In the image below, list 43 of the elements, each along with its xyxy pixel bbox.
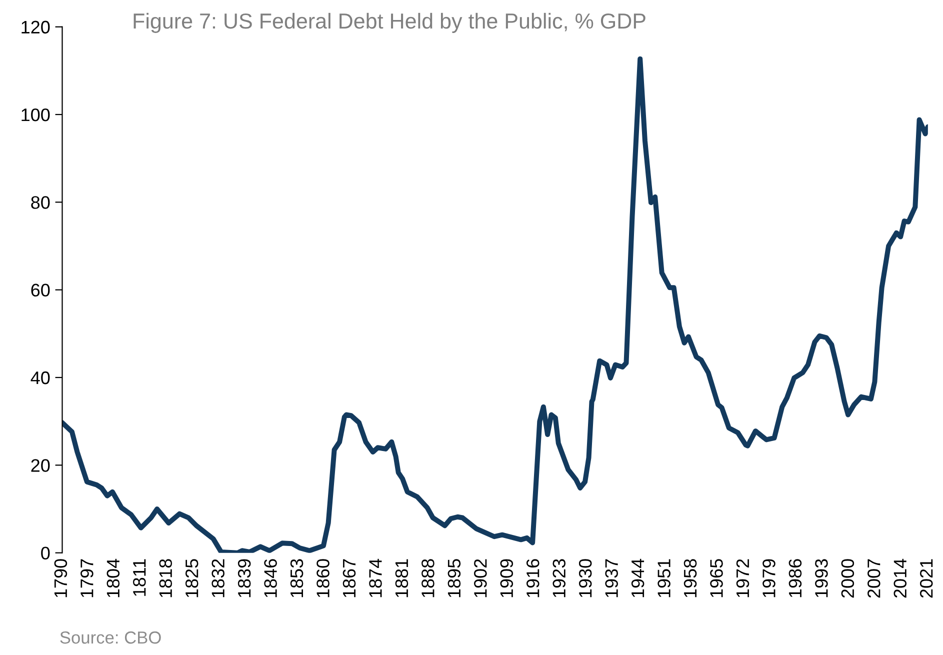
x-tick-label: 1860 (316, 559, 330, 598)
x-tick-label: 1958 (684, 559, 697, 598)
y-tick-label: 80 (31, 196, 50, 209)
x-tick-label: 1881 (395, 559, 408, 598)
x-tick-label: 1797 (80, 559, 94, 598)
x-tick-label: 1937 (605, 559, 618, 598)
x-tick-label: 1895 (448, 559, 461, 598)
x-tick-label: 1916 (526, 559, 540, 598)
x-tick-label: 1846 (264, 559, 277, 598)
y-tick-label: 60 (31, 284, 50, 297)
x-tick-label: 1832 (212, 559, 224, 598)
x-tick-label: 1909 (500, 559, 514, 598)
x-tick-label: 2000 (841, 559, 854, 598)
x-tick-label: 1853 (290, 559, 304, 598)
chart-title: Figure 7: US Federal Debt Held by the Public, % GDP (134, 12, 646, 33)
x-tick-label: 1930 (578, 559, 592, 598)
x-tick-label: 1811 (132, 559, 146, 596)
x-tick-label: 1965 (710, 559, 723, 598)
x-tick-label: 1839 (238, 559, 251, 598)
x-tick-label: 1986 (788, 559, 802, 598)
y-tick-label: 20 (31, 459, 50, 472)
x-tick-label: 1818 (159, 559, 172, 598)
y-tick-label: 120 (22, 20, 50, 34)
x-tick-label: 2021 (920, 559, 933, 598)
x-tick-label: 1888 (422, 559, 434, 598)
y-tick-label: 40 (30, 371, 50, 384)
x-tick-label: 1993 (815, 559, 828, 598)
x-tick-label: 1923 (552, 559, 566, 598)
y-tick-label: 0 (41, 546, 50, 560)
x-tick-label: 1825 (185, 559, 198, 598)
x-tick-label: 1979 (762, 559, 776, 598)
x-tick-label: 1972 (736, 559, 750, 598)
x-tick-label: 1951 (658, 559, 670, 598)
x-tick-label: 1790 (54, 559, 68, 598)
x-tick-label: 2014 (894, 558, 907, 598)
x-tick-label: 1944 (631, 558, 644, 598)
x-tick-label: 1902 (474, 559, 487, 598)
x-tick-label: 2007 (868, 559, 880, 598)
source-note: Source: CBO (60, 631, 161, 644)
x-tick-label: 1804 (106, 558, 120, 598)
x-tick-label: 1867 (342, 559, 356, 598)
x-tick-label: 1874 (369, 558, 382, 598)
y-tick-label: 100 (22, 108, 50, 122)
